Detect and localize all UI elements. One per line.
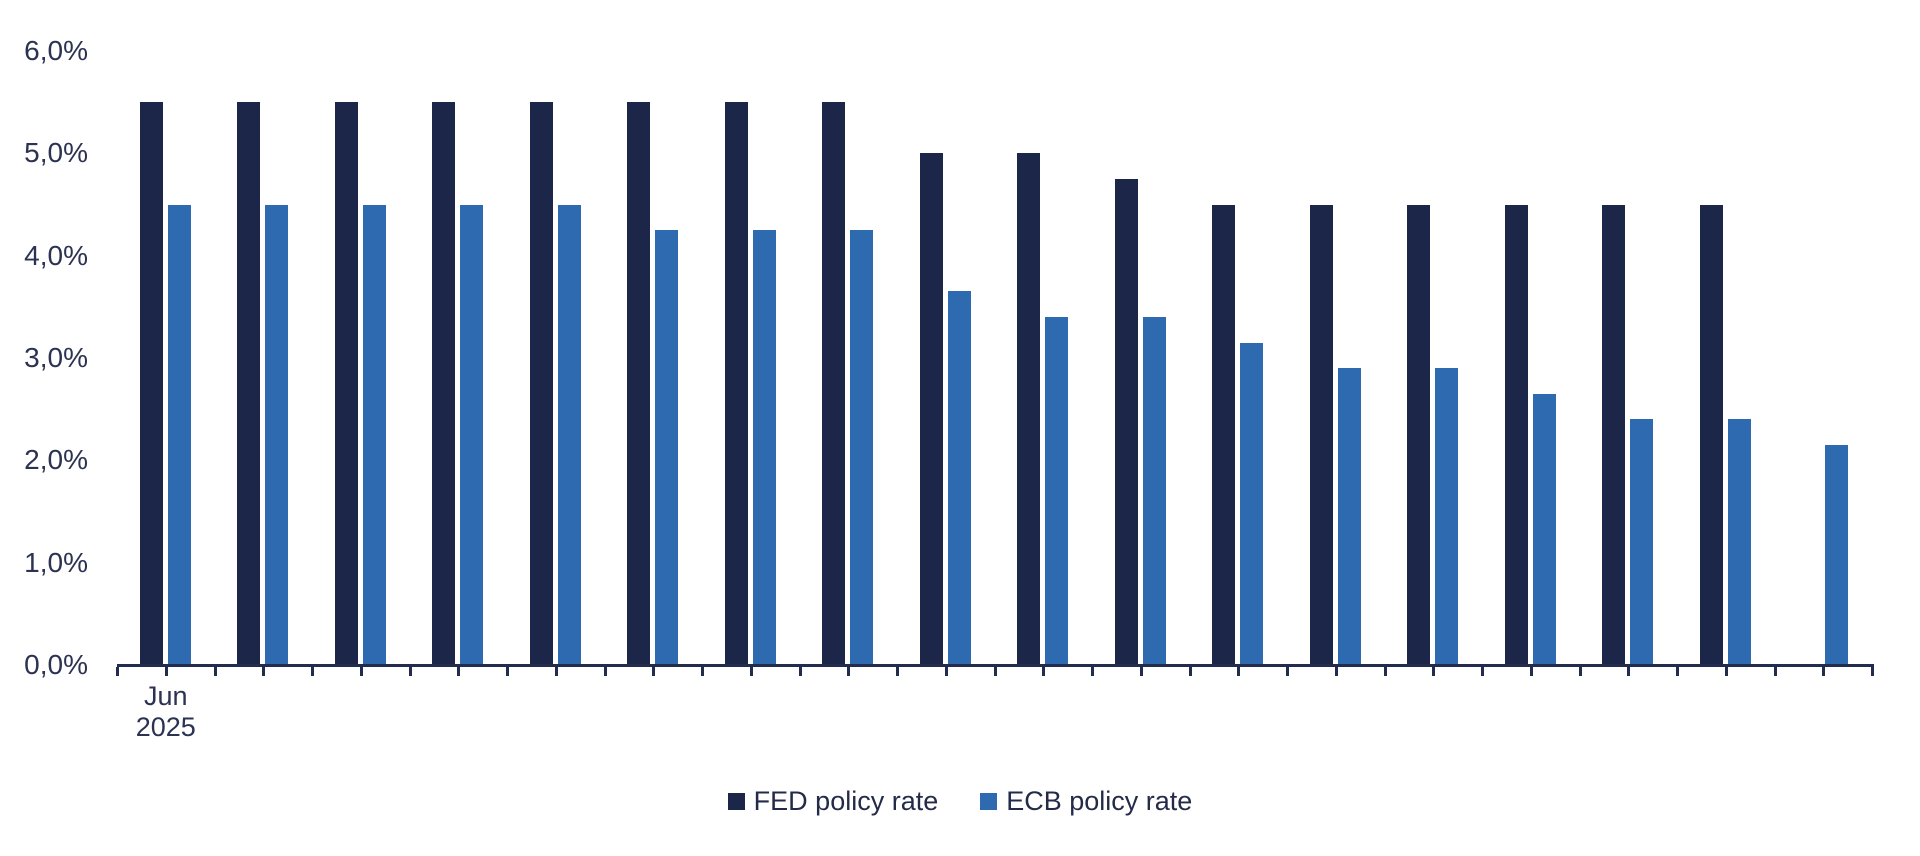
fed-legend-swatch <box>727 792 745 810</box>
y-axis-label: 4,0% <box>24 239 88 271</box>
x-axis-tick <box>652 666 656 676</box>
x-axis-tick <box>1627 666 1631 676</box>
fed-bar <box>1212 204 1235 665</box>
fed-bar <box>1309 204 1333 665</box>
ecb-bar <box>1240 342 1263 665</box>
x-axis-tick <box>1481 666 1484 676</box>
x-axis-tick <box>1383 666 1387 676</box>
x-axis-tick <box>116 666 119 676</box>
y-axis-label: 1,0% <box>24 546 88 578</box>
x-axis-tick <box>164 666 168 676</box>
ecb-bar <box>167 204 191 665</box>
x-axis-tick <box>213 666 217 676</box>
fed-bar <box>1602 204 1625 665</box>
x-axis-tick <box>798 666 802 676</box>
fed-bar <box>529 102 553 665</box>
x-axis-tick <box>603 666 607 676</box>
x-axis-tick <box>359 666 363 676</box>
x-axis-line <box>117 663 1874 667</box>
x-axis-tick <box>506 666 509 676</box>
ecb-bar <box>1142 317 1166 665</box>
ecb-bar <box>850 230 873 665</box>
x-axis-tick <box>1578 666 1582 676</box>
x-axis-tick <box>1529 666 1533 676</box>
x-axis-tick <box>1334 666 1338 676</box>
x-axis-tick <box>1822 666 1826 676</box>
fed-bar <box>919 153 943 665</box>
x-axis-tick <box>1871 666 1874 676</box>
ecb-bar <box>1045 317 1068 665</box>
ecb-bar <box>655 230 678 665</box>
fed-bar <box>1017 153 1040 665</box>
ecb-bar <box>1532 393 1556 665</box>
ecb-legend-label: ECB policy rate <box>1006 785 1193 816</box>
ecb-bar <box>265 204 288 665</box>
legend-item-ecb: ECB policy rate <box>980 786 1192 817</box>
x-axis-tick <box>1432 666 1436 676</box>
x-axis-tick <box>944 666 948 676</box>
fed-bar <box>237 102 260 665</box>
fed-bar <box>334 102 358 665</box>
y-axis-label: 3,0% <box>24 342 88 373</box>
x-axis-label-jun-2025: Jun 2025 <box>135 681 196 742</box>
fed-bar <box>432 102 455 665</box>
ecb-legend-swatch <box>980 792 998 810</box>
fed-bar <box>1699 204 1723 665</box>
x-axis-tick <box>1773 666 1777 676</box>
x-axis-tick <box>701 666 704 676</box>
ecb-bar <box>1825 444 1848 665</box>
ecb-bar <box>752 230 776 665</box>
x-axis-tick <box>554 666 558 676</box>
legend-item-fed: FED policy rate <box>727 785 939 817</box>
y-axis-label: 6,0% <box>24 35 88 67</box>
ecb-bar <box>1630 419 1653 665</box>
x-axis-tick <box>896 666 899 676</box>
fed-legend-label: FED policy rate <box>753 785 939 816</box>
x-axis-tick <box>311 666 314 676</box>
ecb-bar <box>1727 419 1751 665</box>
fed-bar <box>139 102 163 665</box>
x-axis-tick <box>993 666 997 676</box>
y-axis-label: 5,0% <box>24 137 88 169</box>
x-axis-tick <box>1676 666 1679 676</box>
x-axis-tick <box>457 666 461 676</box>
ecb-bar <box>460 204 483 665</box>
x-axis-tick <box>408 666 412 676</box>
x-axis-tick <box>1091 666 1094 676</box>
y-axis-label: 0,0% <box>24 649 88 680</box>
fed-bar <box>724 102 748 665</box>
ecb-bar <box>362 204 386 665</box>
ecb-bar <box>557 204 581 665</box>
x-axis-tick <box>749 666 753 676</box>
fed-bar <box>1504 204 1528 665</box>
ecb-bar <box>947 291 971 665</box>
x-axis-tick <box>1139 666 1143 676</box>
fed-bar <box>822 102 845 665</box>
x-axis-tick <box>1724 666 1728 676</box>
fed-bar <box>627 102 650 665</box>
x-axis-tick <box>847 666 851 676</box>
x-axis-tick <box>1286 666 1289 676</box>
y-axis-label: 2,0% <box>24 444 88 476</box>
x-axis-tick <box>262 666 266 676</box>
x-axis-tick <box>1188 666 1192 676</box>
fed-bar <box>1407 204 1430 665</box>
x-axis-tick <box>1237 666 1241 676</box>
ecb-bar <box>1435 368 1458 665</box>
legend: FED policy rate ECB policy rate <box>0 784 1920 818</box>
x-axis-tick <box>1042 666 1046 676</box>
fed-bar <box>1114 178 1138 665</box>
ecb-bar <box>1337 368 1361 665</box>
